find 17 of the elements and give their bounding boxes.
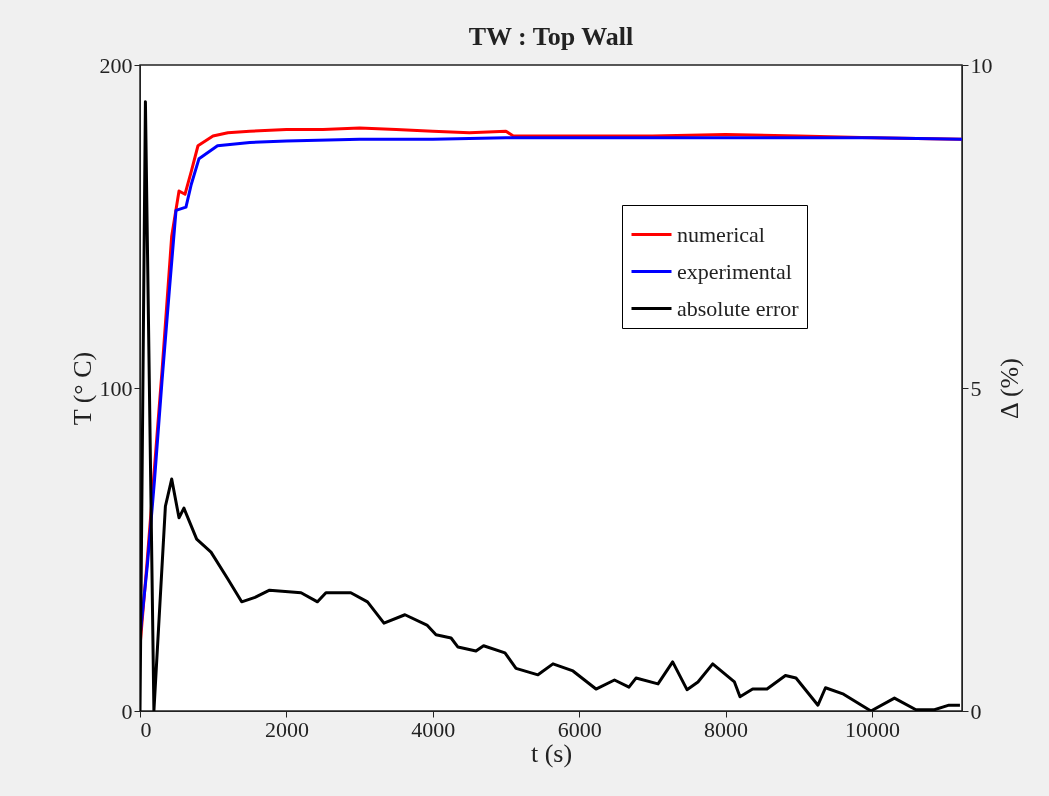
y-tick-label: 200 (99, 52, 133, 78)
y2-axis-title: Δ (%) (994, 358, 1024, 419)
y2-tick-label: 5 (970, 375, 982, 401)
y-axis-title: T (° C) (67, 351, 97, 426)
legend-label: experimental (677, 258, 792, 284)
y-tick-label: 0 (121, 698, 133, 724)
chart-title: TW : Top Wall (468, 22, 634, 51)
legend-label: absolute error (677, 295, 800, 321)
x-tick-label: 8000 (704, 716, 749, 742)
y2-tick-label: 0 (970, 698, 982, 724)
y2-tick-label: 10 (970, 52, 993, 78)
x-tick-label: 2000 (264, 716, 309, 742)
x-tick-label: 0 (140, 716, 152, 742)
y-tick-label: 100 (99, 375, 133, 401)
x-tick-label: 4000 (411, 716, 456, 742)
legend-label: numerical (677, 221, 765, 247)
x-tick-label: 10000 (844, 716, 900, 742)
